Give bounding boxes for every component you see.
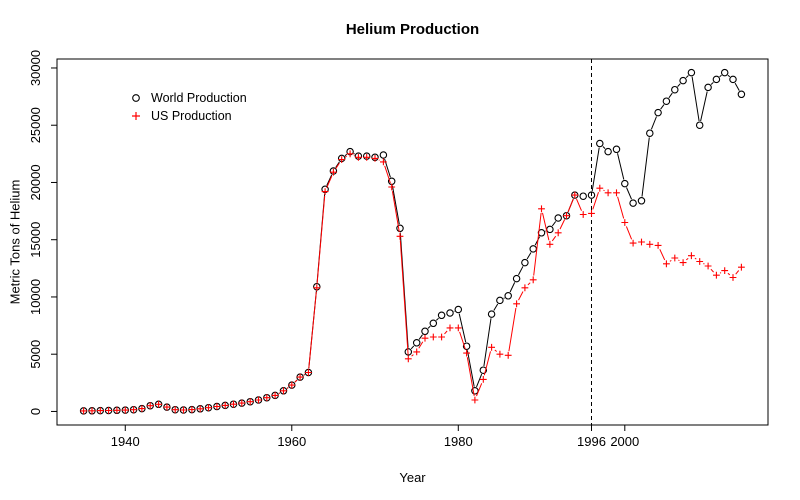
x-tick-label: 2000 <box>610 434 639 449</box>
x-tick-label: 1960 <box>277 434 306 449</box>
y-tick-label: 15000 <box>28 222 43 258</box>
y-tick-label: 30000 <box>28 50 43 86</box>
x-axis-title: Year <box>399 470 426 485</box>
x-tick-label: 1980 <box>444 434 473 449</box>
legend-label-us: US Production <box>151 109 232 123</box>
y-tick-label: 20000 <box>28 164 43 200</box>
legend-item-us: US Production <box>128 108 247 124</box>
legend-label-world: World Production <box>151 91 247 105</box>
legend: World Production US Production <box>128 90 247 124</box>
y-tick-label: 0 <box>28 408 43 415</box>
y-tick-label: 25000 <box>28 107 43 143</box>
world-series-line <box>278 74 740 394</box>
plot-box <box>56 58 769 426</box>
plus-icon <box>132 112 140 120</box>
x-tick-label: 1996 <box>577 434 606 449</box>
y-axis-title: Metric Tons of Helium <box>7 179 23 305</box>
y-tick-label: 5000 <box>28 340 43 369</box>
us-series-points <box>80 150 745 415</box>
legend-item-world: World Production <box>128 90 247 106</box>
us-series-line <box>278 154 740 397</box>
circle-icon <box>132 94 140 102</box>
chart-title: Helium Production <box>345 21 480 38</box>
y-tick-label: 10000 <box>28 279 43 315</box>
x-tick-label: 1940 <box>111 434 140 449</box>
